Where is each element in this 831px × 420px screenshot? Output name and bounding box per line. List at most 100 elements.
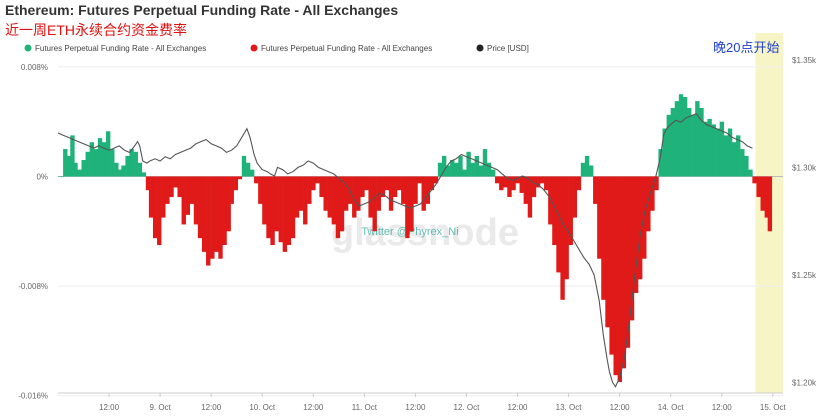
funding-bar-negative (352, 176, 357, 218)
legend-label-negative: Futures Perpetual Funding Rate - All Exc… (261, 44, 432, 53)
axes: 0.008% 0% -0.008% -0.016% $1.35k $1.30k $1.25k… (18, 56, 817, 412)
funding-bar-negative (258, 176, 263, 204)
legend-item-negative[interactable]: Futures Perpetual Funding Rate - All Exc… (250, 44, 433, 53)
funding-bar-negative (286, 176, 292, 245)
funding-bar-positive (141, 172, 147, 177)
funding-bar-positive (695, 101, 700, 177)
x-tick-label: 12:00 (507, 403, 528, 412)
x-tick-label: 12:00 (712, 403, 733, 412)
funding-bar-positive (723, 135, 729, 177)
funding-bar-negative (568, 176, 573, 245)
funding-bar-negative (544, 176, 549, 191)
funding-bar-negative (433, 176, 439, 184)
funding-bar-negative (339, 176, 345, 232)
funding-bar-negative (397, 176, 402, 191)
funding-bar-negative (621, 176, 627, 369)
x-tick-label: 12:00 (303, 403, 324, 412)
funding-bar-positive (736, 135, 741, 177)
funding-bar-negative (173, 176, 178, 188)
x-tick-label: 13. Oct (556, 403, 583, 412)
funding-bar-negative (605, 176, 610, 328)
funding-bar-positive (67, 155, 71, 177)
funding-bar-positive (466, 151, 471, 177)
funding-bar-negative (409, 176, 414, 232)
funding-bar-positive (486, 162, 492, 177)
funding-bar-positive (482, 149, 488, 177)
funding-bar-negative (233, 176, 239, 191)
funding-bar-negative (760, 176, 765, 211)
funding-bar-positive (678, 94, 684, 177)
funding-bar-negative (262, 176, 267, 225)
funding-bar-negative (421, 176, 426, 211)
funding-bar-negative (343, 176, 349, 211)
funding-bar-negative (270, 176, 275, 245)
funding-bar-positive (703, 121, 708, 177)
funding-bar-negative (429, 176, 435, 191)
funding-bar-negative (311, 176, 316, 191)
funding-bar-negative (593, 176, 598, 204)
funding-bar-negative (617, 176, 622, 383)
legend-label-price: Price [USD] (487, 44, 529, 53)
y-left-tick-label: -0.008% (18, 282, 48, 291)
funding-bar-positive (133, 151, 138, 177)
watermark-main: glassnode (331, 212, 519, 254)
funding-bar-negative (210, 176, 215, 259)
funding-bar-positive (241, 155, 247, 177)
y-right-tick-label: $1.20k (792, 378, 817, 387)
funding-bar-negative (177, 176, 182, 198)
funding-bar-positive (584, 155, 590, 177)
funding-bar-negative (380, 176, 386, 198)
funding-bar-negative (315, 176, 320, 184)
funding-bar-positive (474, 155, 480, 177)
watermark-handle: Twitter @Phyrex_Ni (361, 226, 458, 238)
funding-bar-negative (148, 176, 154, 218)
funding-bar-negative (564, 176, 569, 280)
funding-bar-positive (441, 155, 447, 177)
funding-bar-negative (527, 176, 533, 218)
funding-rate-bars (58, 94, 773, 383)
funding-bar-negative (642, 176, 647, 259)
funding-bar-negative (539, 176, 545, 184)
funding-bar-negative (523, 176, 529, 204)
funding-bar-positive (63, 149, 68, 177)
funding-bar-negative (756, 176, 761, 198)
funding-bar-negative (413, 176, 418, 204)
funding-bar-negative (201, 176, 207, 252)
funding-bar-positive (118, 169, 122, 177)
x-tick-label: 12:00 (99, 403, 120, 412)
funding-bar-negative (650, 176, 655, 211)
funding-bar-positive (110, 149, 115, 177)
funding-bar-negative (764, 176, 768, 218)
chart-title: Ethereum: Futures Perpetual Funding Rate… (5, 2, 399, 18)
x-tick-label: 12:00 (610, 403, 631, 412)
funding-bar-negative (290, 176, 296, 239)
x-tick-label: 9. Oct (149, 403, 171, 412)
funding-bar-negative (230, 176, 234, 204)
funding-bar-negative (495, 176, 500, 184)
funding-bar-positive (662, 128, 667, 177)
watermark: glassnode Twitter @Phyrex_Ni (331, 212, 519, 254)
funding-bar-positive (129, 149, 134, 177)
x-tick-label: 10. Oct (249, 403, 276, 412)
funding-bar-negative (218, 176, 223, 259)
funding-bar-positive (446, 165, 451, 177)
legend-label-positive: Futures Perpetual Funding Rate - All Exc… (35, 44, 206, 53)
chart-subtitle: 近一周ETH永续合约资金费率 (5, 22, 187, 38)
funding-bar-negative (254, 176, 259, 184)
funding-bar-positive (478, 165, 484, 177)
legend-item-positive[interactable]: Futures Perpetual Funding Rate - All Exc… (24, 44, 207, 53)
funding-bar-negative (384, 176, 390, 191)
funding-bar-negative (552, 176, 557, 245)
funding-bar-negative (319, 176, 324, 198)
funding-bar-negative (237, 176, 243, 180)
funding-bar-positive (77, 169, 82, 177)
funding-bar-negative (625, 176, 631, 348)
funding-bar-negative (601, 176, 606, 300)
funding-bar-positive (105, 131, 111, 177)
legend-item-price[interactable]: Price [USD] (476, 44, 529, 53)
funding-bar-negative (189, 176, 195, 204)
funding-bar-negative (503, 176, 508, 188)
funding-bar-positive (125, 155, 130, 177)
funding-bar-negative (266, 176, 271, 239)
funding-bar-negative (511, 176, 516, 191)
